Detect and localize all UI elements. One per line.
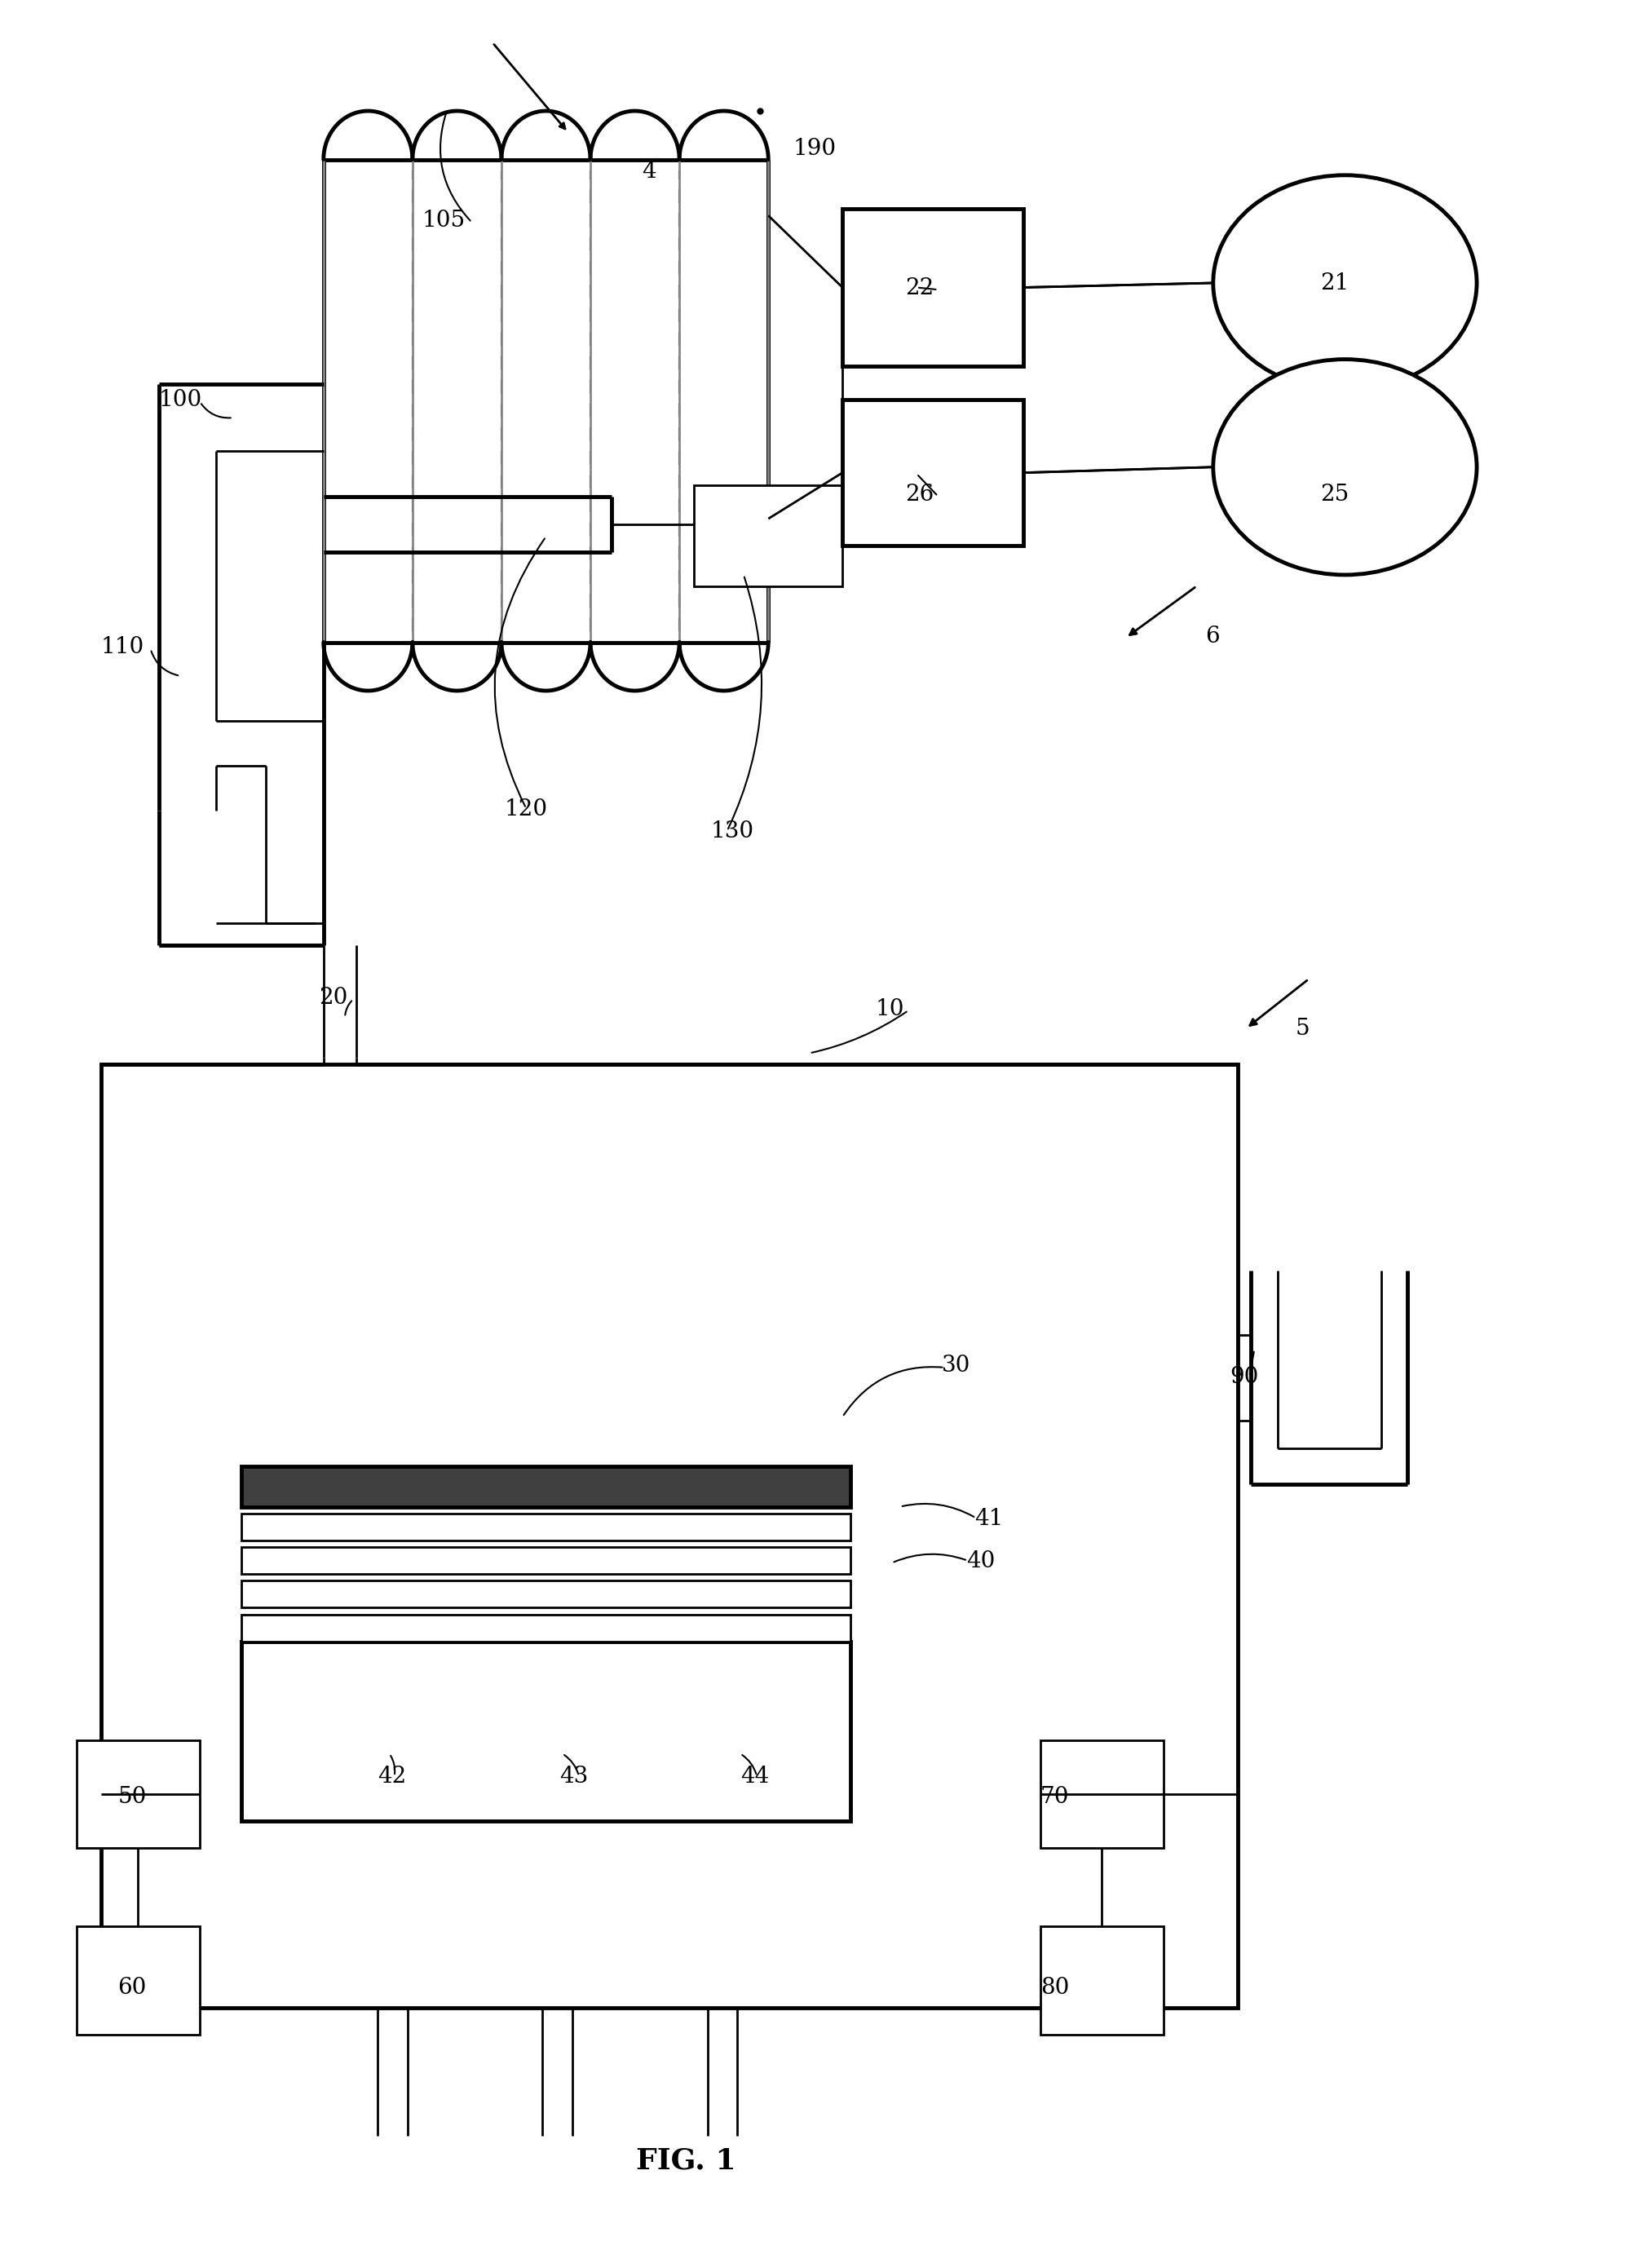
Text: 50: 50 <box>117 1787 147 1809</box>
Text: 5: 5 <box>1295 1017 1310 1040</box>
Text: 105: 105 <box>423 209 466 232</box>
Text: 100: 100 <box>159 389 202 412</box>
Text: 20: 20 <box>319 986 347 1008</box>
Text: 60: 60 <box>117 1978 147 1998</box>
Ellipse shape <box>1213 176 1477 392</box>
Bar <box>241 1616 851 1642</box>
Text: 21: 21 <box>1320 272 1350 295</box>
Bar <box>76 1739 200 1847</box>
Bar <box>694 486 843 585</box>
Text: 43: 43 <box>558 1766 588 1789</box>
Text: 80: 80 <box>1041 1978 1069 1998</box>
Ellipse shape <box>1213 360 1477 574</box>
Text: 30: 30 <box>942 1354 970 1377</box>
Bar <box>1041 1739 1163 1847</box>
Text: 42: 42 <box>378 1766 406 1789</box>
Text: 44: 44 <box>740 1766 770 1789</box>
Text: 10: 10 <box>876 997 904 1019</box>
Bar <box>101 1064 1237 2007</box>
Text: 110: 110 <box>101 637 144 659</box>
Text: 40: 40 <box>966 1550 995 1573</box>
Text: 4: 4 <box>641 160 656 182</box>
Bar <box>241 1467 851 1508</box>
Bar <box>241 1642 851 1820</box>
Bar <box>843 400 1024 547</box>
Bar <box>241 1514 851 1541</box>
Bar <box>241 1582 851 1609</box>
Bar <box>241 1548 851 1575</box>
Text: 90: 90 <box>1229 1366 1259 1388</box>
Bar <box>76 1926 200 2034</box>
Text: 120: 120 <box>506 799 548 819</box>
Bar <box>1041 1926 1163 2034</box>
Text: FIG. 1: FIG. 1 <box>636 2146 735 2176</box>
Text: 22: 22 <box>905 277 933 299</box>
Text: 130: 130 <box>710 821 753 842</box>
Text: 41: 41 <box>975 1508 1003 1530</box>
Text: 26: 26 <box>905 484 933 506</box>
Bar <box>843 209 1024 367</box>
Text: 6: 6 <box>1204 626 1219 648</box>
Text: 190: 190 <box>793 137 836 160</box>
Text: 25: 25 <box>1320 484 1350 506</box>
Text: 70: 70 <box>1041 1787 1069 1809</box>
